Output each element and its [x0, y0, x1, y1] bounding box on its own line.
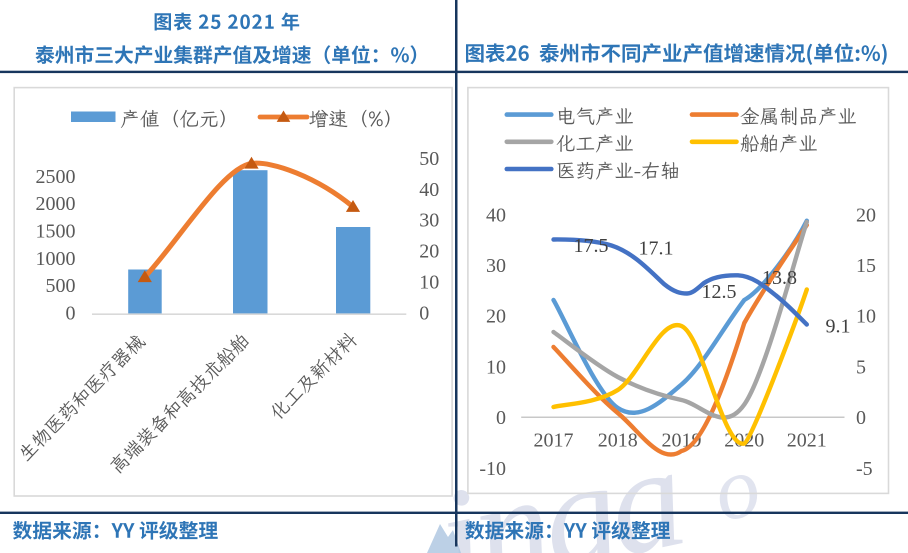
svg-text:5: 5: [856, 356, 866, 378]
svg-text:0: 0: [496, 407, 506, 429]
svg-text:17.1: 17.1: [639, 237, 674, 259]
svg-text:13.8: 13.8: [762, 267, 797, 289]
svg-text:500: 500: [46, 275, 76, 297]
svg-text:15: 15: [856, 255, 876, 277]
svg-text:10: 10: [486, 356, 506, 378]
svg-text:40: 40: [419, 179, 439, 201]
svg-text:0: 0: [856, 407, 866, 429]
svg-text:12.5: 12.5: [702, 281, 737, 303]
svg-text:20: 20: [419, 241, 439, 263]
svg-text:-10: -10: [479, 458, 506, 480]
svg-text:40: 40: [486, 204, 506, 226]
svg-text:0: 0: [66, 302, 76, 324]
svg-text:30: 30: [486, 255, 506, 277]
svg-text:10: 10: [856, 306, 876, 328]
svg-text:2000: 2000: [36, 193, 76, 215]
svg-text:1500: 1500: [36, 221, 76, 243]
svg-text:17.5: 17.5: [574, 235, 609, 257]
svg-text:20: 20: [486, 306, 506, 328]
svg-text:2017: 2017: [534, 429, 574, 451]
svg-text:9.1: 9.1: [826, 315, 851, 337]
svg-text:50: 50: [419, 148, 439, 170]
svg-text:20: 20: [856, 204, 876, 226]
svg-text:1000: 1000: [36, 248, 76, 270]
svg-text:10: 10: [419, 272, 439, 294]
svg-text:2018: 2018: [598, 429, 638, 451]
svg-text:30: 30: [419, 210, 439, 232]
svg-text:0: 0: [419, 302, 429, 324]
svg-text:2021: 2021: [787, 429, 827, 451]
svg-text:-5: -5: [856, 458, 873, 480]
svg-text:2500: 2500: [36, 166, 76, 188]
